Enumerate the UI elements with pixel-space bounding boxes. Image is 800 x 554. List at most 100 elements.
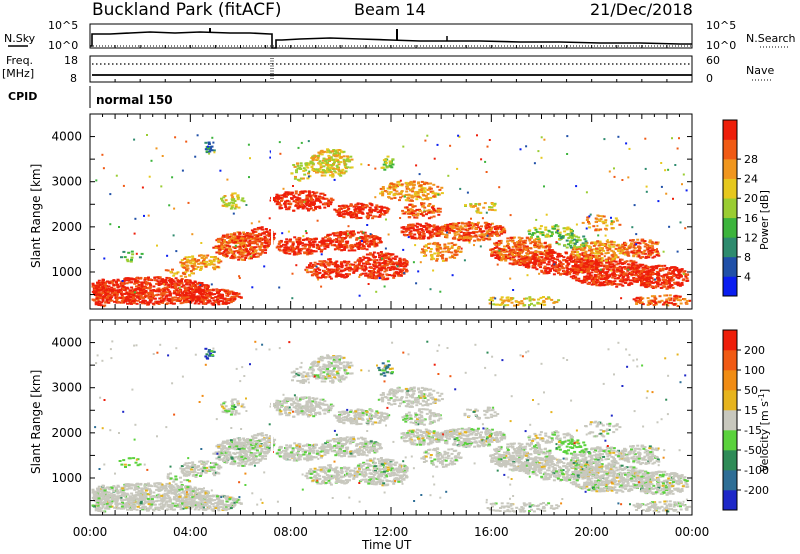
data-cell bbox=[633, 278, 637, 281]
data-cell bbox=[529, 247, 533, 250]
data-cell bbox=[346, 166, 350, 169]
data-cell bbox=[372, 215, 376, 218]
data-cell bbox=[118, 289, 122, 291]
data-cell bbox=[400, 226, 404, 229]
data-cell bbox=[245, 248, 249, 251]
data-cell bbox=[543, 242, 547, 245]
data-cell bbox=[96, 281, 99, 284]
data-cell bbox=[289, 245, 293, 248]
data-cell bbox=[378, 238, 382, 240]
data-cell bbox=[359, 259, 363, 262]
data-cell bbox=[241, 252, 245, 255]
data-cell bbox=[654, 281, 658, 284]
data-cell bbox=[220, 288, 224, 291]
data-cell bbox=[395, 261, 399, 264]
data-cell bbox=[157, 300, 161, 303]
data-cell bbox=[343, 276, 347, 279]
data-cell bbox=[157, 277, 161, 280]
data-cell bbox=[355, 237, 359, 240]
data-cell bbox=[344, 159, 348, 162]
data-cell bbox=[120, 294, 124, 297]
data-cell bbox=[296, 202, 300, 205]
data-cell bbox=[298, 252, 302, 255]
data-cell bbox=[106, 291, 110, 293]
data-cell bbox=[501, 256, 505, 258]
data-cell bbox=[410, 237, 414, 240]
data-cell bbox=[344, 264, 348, 267]
data-cell bbox=[421, 236, 425, 239]
data-cell bbox=[378, 205, 382, 208]
data-cell bbox=[343, 233, 347, 236]
data-cell bbox=[129, 296, 133, 299]
data-cell bbox=[366, 235, 370, 237]
data-cell bbox=[398, 259, 401, 262]
data-cell bbox=[202, 262, 206, 265]
data-cell bbox=[248, 239, 252, 242]
data-cell bbox=[124, 277, 128, 280]
data-cell bbox=[207, 262, 211, 265]
data-cell bbox=[114, 289, 118, 292]
data-cell bbox=[313, 240, 317, 243]
data-cell bbox=[311, 157, 315, 160]
data-cell bbox=[202, 254, 206, 257]
data-cell bbox=[360, 266, 364, 269]
data-cell bbox=[358, 261, 361, 264]
data-cell bbox=[233, 254, 237, 257]
data-cell bbox=[567, 268, 571, 271]
data-cell bbox=[240, 255, 244, 258]
data-cell bbox=[648, 276, 652, 279]
data-cell bbox=[590, 260, 594, 262]
data-cell bbox=[355, 269, 359, 272]
data-cell bbox=[171, 296, 175, 299]
data-cell bbox=[541, 246, 545, 249]
data-cell bbox=[346, 156, 350, 159]
data-cell bbox=[313, 261, 317, 264]
data-cell bbox=[226, 233, 230, 236]
data-cell bbox=[380, 268, 384, 271]
data-cell bbox=[309, 201, 313, 204]
data-cell bbox=[395, 271, 398, 274]
data-cell bbox=[482, 234, 486, 237]
data-cell bbox=[387, 258, 391, 261]
data-cell bbox=[509, 250, 513, 253]
data-cell bbox=[595, 279, 599, 281]
data-cell bbox=[397, 273, 400, 276]
data-cell bbox=[463, 236, 467, 239]
data-cell bbox=[423, 181, 427, 184]
data-cell bbox=[290, 191, 294, 194]
data-cell bbox=[224, 300, 228, 303]
data-cell bbox=[217, 245, 221, 248]
data-cell bbox=[329, 277, 333, 280]
data-cell bbox=[282, 248, 286, 251]
data-cell bbox=[392, 276, 396, 279]
data-cell bbox=[291, 241, 295, 244]
data-cell bbox=[430, 231, 434, 234]
data-cell bbox=[101, 286, 105, 289]
data-cell bbox=[135, 285, 138, 288]
data-cell bbox=[417, 231, 420, 234]
data-cell bbox=[262, 232, 266, 235]
data-cell bbox=[215, 289, 219, 292]
data-cell bbox=[337, 205, 341, 208]
data-cell bbox=[317, 151, 321, 154]
data-cell bbox=[362, 255, 366, 258]
data-cell bbox=[314, 199, 318, 202]
data-cell bbox=[381, 255, 384, 258]
data-cell bbox=[275, 193, 279, 196]
data-cell bbox=[199, 261, 203, 264]
data-cell bbox=[374, 206, 378, 209]
data-cell bbox=[224, 302, 228, 305]
data-cell bbox=[369, 234, 373, 237]
data-cell bbox=[292, 200, 296, 203]
data-cell bbox=[390, 266, 394, 268]
data-cell bbox=[305, 266, 309, 269]
data-cell bbox=[138, 298, 142, 300]
data-cell bbox=[221, 238, 225, 241]
data-cell bbox=[361, 262, 365, 265]
data-cell bbox=[402, 227, 406, 230]
data-cell bbox=[102, 282, 106, 285]
data-cell bbox=[163, 290, 167, 293]
data-cell bbox=[233, 236, 237, 239]
data-cell bbox=[157, 287, 161, 290]
data-cell bbox=[537, 264, 541, 267]
